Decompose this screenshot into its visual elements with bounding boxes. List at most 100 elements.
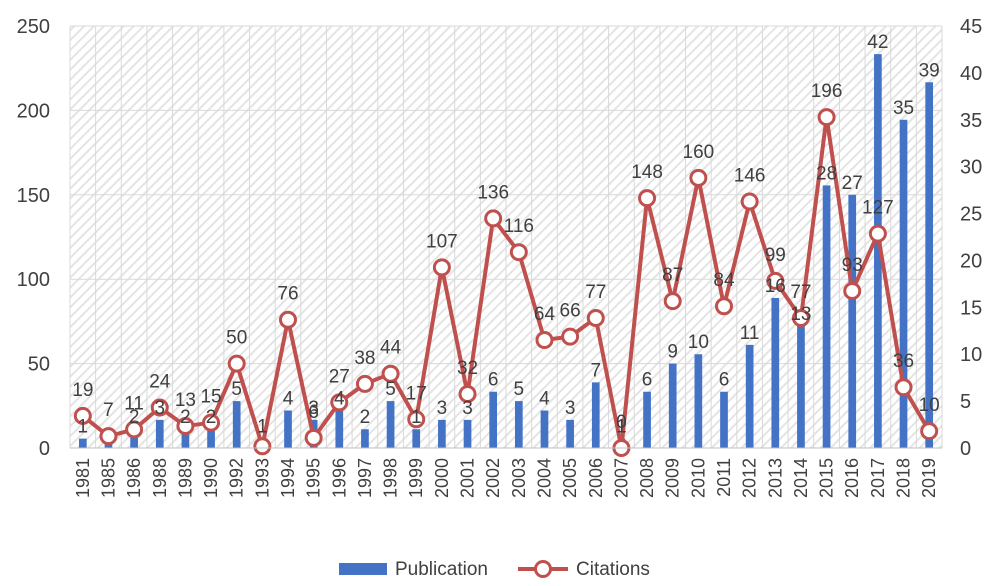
x-axis-tick-label: 2004 [534, 458, 554, 498]
publication-bar [745, 344, 754, 448]
x-axis-tick-label: 2014 [791, 458, 811, 498]
left-axis-tick-label: 200 [17, 100, 50, 122]
left-axis-tick-label: 250 [17, 16, 50, 38]
left-axis-tick-label: 0 [39, 438, 50, 460]
bar-data-label: 7 [590, 360, 601, 381]
right-axis-tick-label: 25 [960, 204, 982, 226]
right-axis-tick-label: 0 [960, 438, 971, 460]
citations-point [766, 271, 785, 290]
line-data-label: 136 [477, 182, 509, 203]
citations-point [586, 309, 605, 328]
line-data-label: 99 [765, 245, 786, 266]
legend: Publication Citations [339, 559, 650, 580]
publication-bar [694, 354, 703, 448]
x-axis-tick-label: 2003 [509, 458, 529, 498]
line-data-label: 87 [662, 265, 683, 286]
right-axis-tick-label: 35 [960, 110, 982, 132]
publication-bar [207, 429, 215, 448]
line-data-label: 10 [919, 395, 940, 416]
citations-point [843, 282, 862, 301]
line-data-label: 0 [616, 412, 627, 433]
bar-data-label: 3 [565, 398, 576, 419]
citations-point [817, 108, 836, 127]
x-axis-tick-label: 2019 [919, 458, 939, 498]
bar-data-label: 6 [488, 370, 499, 391]
x-axis-ticks: 1981 1985 1986 1988 1989 1990 1992 1993 1994 1995… [70, 447, 942, 498]
publication-bar [797, 326, 805, 448]
line-data-label: 84 [713, 270, 735, 291]
bar-data-label: 42 [867, 32, 888, 53]
publication-bar [771, 297, 780, 448]
citations-point [432, 258, 451, 277]
line-data-label: 64 [534, 304, 556, 325]
citations-point [73, 406, 92, 425]
publication-bar [78, 438, 87, 448]
citations-point [920, 422, 939, 441]
citations-point [484, 209, 503, 228]
citations-point [458, 384, 477, 403]
x-axis-tick-label: 2010 [688, 458, 708, 498]
bar-data-label: 1 [257, 417, 268, 438]
bar-data-label: 11 [740, 323, 760, 344]
bar-data-label: 2 [360, 407, 371, 428]
citations-point [509, 243, 528, 262]
citations-point [125, 420, 144, 439]
publication-bar [540, 410, 549, 448]
line-data-label: 24 [149, 371, 171, 392]
line-data-label: 36 [893, 351, 914, 372]
line-data-label: 15 [200, 387, 221, 408]
line-data-label: 50 [226, 328, 247, 349]
bar-data-label: 4 [334, 388, 345, 409]
x-axis-tick-label: 2018 [894, 458, 914, 498]
line-data-label: 17 [406, 383, 427, 404]
citations-point [355, 374, 374, 393]
x-axis-tick-label: 1989 [175, 458, 195, 498]
x-axis-tick-label: 1988 [150, 458, 170, 498]
bar-data-label: 28 [816, 163, 837, 184]
line-data-label: 148 [631, 162, 663, 183]
citations-point [202, 413, 221, 432]
citations-point [381, 364, 400, 383]
bar-data-label: 3 [308, 398, 319, 419]
x-axis-tick-label: 1999 [406, 458, 426, 498]
x-axis-tick-label: 2001 [458, 458, 478, 498]
citations-point [791, 309, 810, 328]
x-axis-tick-label: 1995 [304, 458, 324, 498]
x-axis-tick-label: 1994 [278, 458, 298, 498]
line-data-label: 116 [504, 216, 534, 237]
bar-data-label: 1 [616, 417, 627, 438]
publication-bar [232, 401, 241, 448]
citations-point [304, 428, 323, 447]
line-data-label: 13 [175, 390, 196, 411]
line-data-label: 76 [277, 284, 298, 305]
left-axis-tick-label: 150 [17, 185, 50, 207]
right-axis-tick-label: 15 [960, 297, 982, 319]
citations-point [99, 427, 118, 446]
line-data-label: 44 [380, 338, 402, 359]
bar-data-label: 13 [790, 304, 811, 325]
bar-data-label: 6 [642, 370, 653, 391]
legend-citations-label: Citations [576, 559, 650, 580]
x-axis-tick-label: 2006 [586, 458, 606, 498]
line-data-label: 93 [842, 255, 863, 276]
x-axis-tick-label: 1990 [201, 458, 221, 498]
x-axis-tick-label: 2002 [483, 458, 503, 498]
x-axis-tick-label: 1997 [355, 458, 375, 498]
bar-data-label: 4 [539, 388, 550, 409]
citations-point [894, 378, 913, 397]
publication-bar [335, 410, 344, 448]
left-axis-ticks: 0 50 100 150 200 250 [17, 16, 50, 460]
x-axis-tick-label: 1985 [98, 458, 118, 498]
citations-series-line [81, 115, 931, 450]
publication-bar [386, 401, 395, 448]
line-data-label: 7 [103, 400, 114, 421]
x-axis-tick-label: 2016 [842, 458, 862, 498]
line-data-label: 32 [457, 358, 478, 379]
legend-citations-marker [534, 560, 552, 578]
bar-data-label: 27 [842, 173, 863, 194]
right-axis-tick-label: 45 [960, 16, 982, 38]
publication-bar [668, 363, 677, 448]
x-axis-tick-label: 2005 [560, 458, 580, 498]
